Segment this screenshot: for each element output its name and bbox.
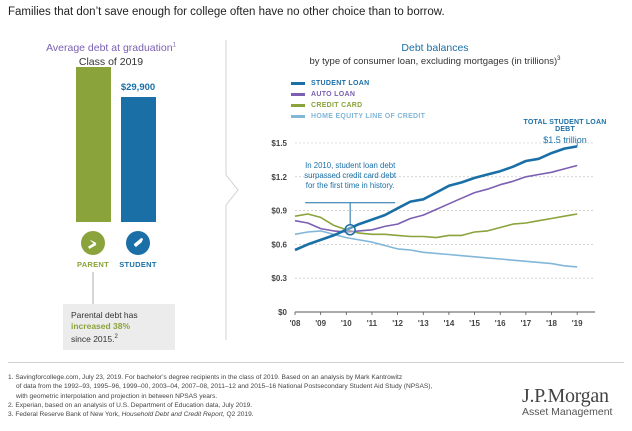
headline: Families that don’t save enough for coll… xyxy=(8,6,445,18)
x-tick-label: '16 xyxy=(495,319,506,328)
y-tick-label: $0.6 xyxy=(271,240,287,249)
legend-item: HOME EQUITY LINE OF CREDIT xyxy=(291,111,425,122)
legend-item: AUTO LOAN xyxy=(291,89,425,100)
footnote-line: with geometric interpolation and project… xyxy=(16,392,218,400)
legend-swatch xyxy=(291,115,305,118)
student-graduate-icon xyxy=(126,231,150,255)
x-tick-label: '09 xyxy=(315,319,326,328)
x-tick-label: '08 xyxy=(290,319,301,328)
series-line-student-loan xyxy=(294,145,578,252)
footnote-line: 2. Experian, based on an analysis of U.S… xyxy=(8,401,253,409)
footnote-line: 1. Savingforcollege.com, July 23, 2019. … xyxy=(8,374,403,381)
legend-label: HOME EQUITY LINE OF CREDIT xyxy=(311,113,426,120)
y-tick-label: $0.9 xyxy=(271,207,287,216)
legend-item: STUDENT LOAN xyxy=(291,78,425,89)
student-label: STUDENT xyxy=(119,260,157,269)
footnote-line: 3. Federal Reserve Bank of New York, Hou… xyxy=(8,411,254,419)
note-connector xyxy=(92,272,94,304)
y-tick-label: $0 xyxy=(278,308,287,317)
annotation-text: for the first time in history. xyxy=(306,181,395,190)
chart-legend: STUDENT LOAN AUTO LOAN CREDIT CARD HOME EQU… xyxy=(291,78,425,122)
series-line-credit-card xyxy=(294,213,578,239)
student-debt-bar xyxy=(121,97,156,222)
x-tick-label: '11 xyxy=(367,319,378,328)
average-debt-panel: Average debt at graduation1 Class of 201… xyxy=(0,30,222,350)
parent-icon xyxy=(81,231,105,255)
annotation-text: In 2010, student loan debt xyxy=(305,161,396,170)
crossover-marker xyxy=(344,224,356,236)
annotation-text: surpassed credit card debt xyxy=(304,171,397,180)
jpmorgan-logo: J.P.Morgan Asset Management xyxy=(522,385,613,418)
footnotes: 1. Savingforcollege.com, July 23, 2019. … xyxy=(8,373,448,419)
class-year-subtitle: Class of 2019 xyxy=(78,56,144,68)
x-tick-label: '18 xyxy=(546,319,557,328)
y-tick-label: $1.5 xyxy=(271,139,287,148)
y-tick-label: $0.3 xyxy=(271,274,287,283)
footer-divider xyxy=(8,362,624,363)
parental-debt-note: Parental debt has increased 38% since 20… xyxy=(63,304,175,350)
legend-swatch xyxy=(291,93,305,96)
average-debt-title: Average debt at graduation1 xyxy=(46,42,176,54)
x-tick-label: '15 xyxy=(469,319,480,328)
x-tick-label: '17 xyxy=(520,319,531,328)
x-tick-label: '19 xyxy=(572,319,583,328)
total-student-loan-label: TOTAL STUDENT LOAN DEBT $1.5 trillion xyxy=(523,119,607,145)
legend-label: STUDENT LOAN xyxy=(311,80,370,87)
footnote-line: of data from the 1992–93, 1995–96, 1999–… xyxy=(16,383,433,391)
legend-swatch xyxy=(291,82,305,85)
legend-item: CREDIT CARD xyxy=(291,100,425,111)
x-tick-label: '14 xyxy=(444,319,455,328)
panel-divider xyxy=(225,40,239,340)
debt-balances-title: Debt balances xyxy=(401,42,469,54)
parent-debt-bar xyxy=(76,67,111,222)
legend-label: CREDIT CARD xyxy=(311,102,363,109)
legend-label: AUTO LOAN xyxy=(311,91,356,98)
x-tick-label: '13 xyxy=(418,319,429,328)
student-debt-value: $29,900 xyxy=(120,82,156,94)
legend-swatch xyxy=(291,104,305,107)
y-tick-label: $1.2 xyxy=(271,173,287,182)
x-tick-label: '12 xyxy=(392,319,403,328)
x-tick-label: '10 xyxy=(341,319,352,328)
parent-label: PARENT xyxy=(76,260,110,269)
debt-balances-subtitle: by type of consumer loan, excluding mort… xyxy=(309,56,561,68)
series-line-home-equity-line-of-credit xyxy=(294,230,578,268)
